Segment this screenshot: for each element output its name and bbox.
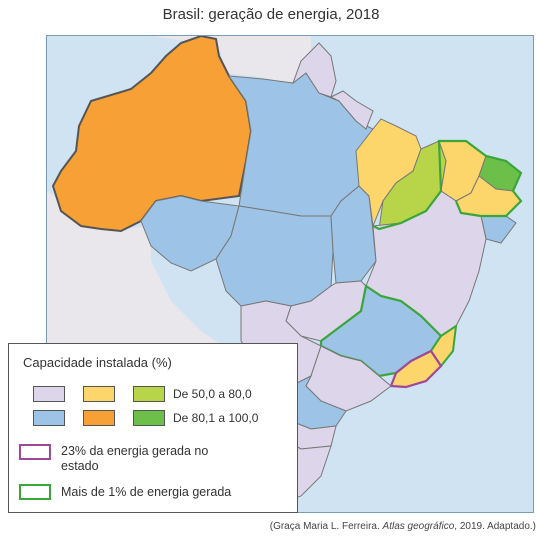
legend-title: Capacidade instalada (%) — [23, 355, 172, 370]
map-title: Brasil: geração de energia, 2018 — [162, 6, 380, 23]
legend-range-1: De 50,0 a 80,0 — [173, 387, 252, 401]
outline-over-1-percent — [372, 139, 523, 231]
source-suffix: , 2019. Adaptado.) — [454, 521, 536, 532]
state-rio-de-janeiro — [389, 349, 443, 389]
legend-marker-over1: Mais de 1% de energia gerada — [61, 485, 232, 499]
swatch-thermal-high — [33, 410, 65, 426]
swatch-hydro-mid — [83, 386, 115, 402]
state-amapa — [329, 90, 374, 130]
legend-range-2: De 80,1 a 100,0 — [173, 411, 259, 425]
swatch-wind-high — [133, 410, 165, 426]
neighbor-north — [151, 36, 311, 83]
source-work: Atlas geográfico — [382, 521, 455, 532]
swatch-thermal-mid — [33, 386, 65, 402]
swatch-hydro-high — [83, 410, 115, 426]
state-amazonas — [51, 36, 253, 233]
swatch-wind-mid — [133, 386, 165, 402]
state-espirito-santo — [429, 323, 458, 368]
swatch-marker-over1 — [19, 484, 51, 500]
swatch-marker-share — [19, 444, 51, 460]
source-citation: (Graça Maria L. Ferreira. Atlas geográfi… — [270, 521, 536, 532]
source-prefix: (Graça Maria L. Ferreira. — [269, 521, 383, 532]
legend: Capacidade instalada (%) De 50,0 a 80,0 … — [8, 343, 298, 513]
legend-marker-share-line1: 23% da energia gerada no — [61, 444, 209, 458]
state-roraima — [291, 42, 337, 98]
legend-marker-share-line2: estado — [61, 459, 99, 473]
